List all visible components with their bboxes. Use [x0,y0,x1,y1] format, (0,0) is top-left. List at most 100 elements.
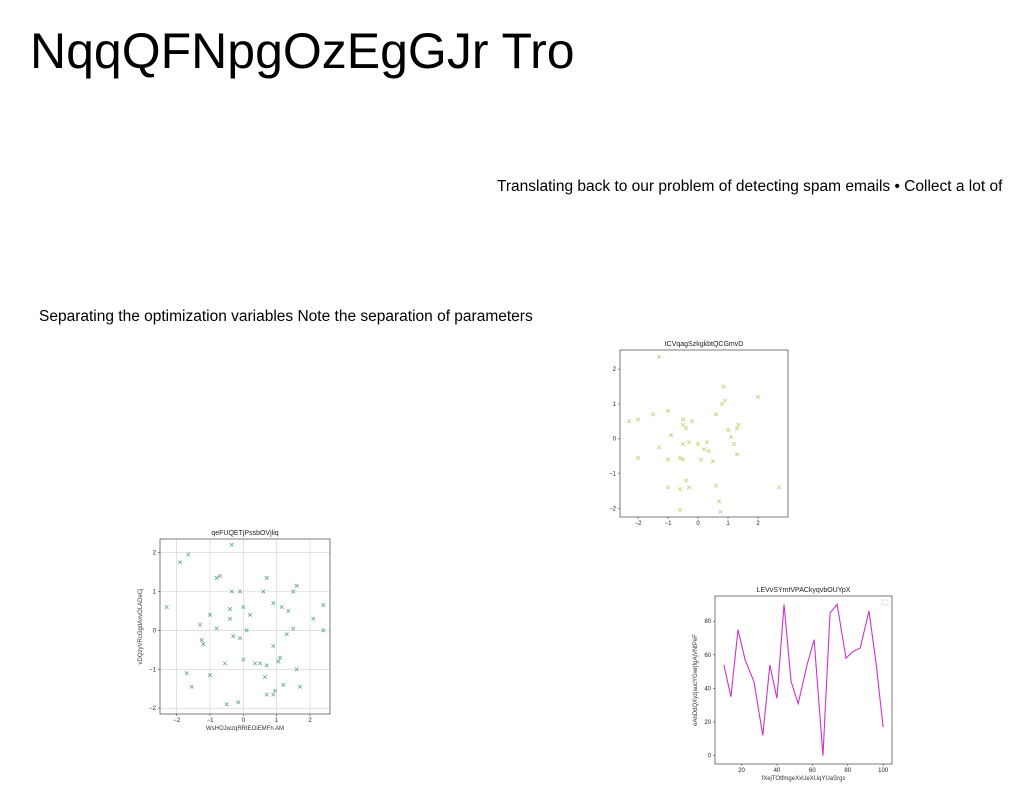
scatter-point [689,419,695,424]
plot-frame [714,595,893,765]
scatter-point [321,603,326,608]
scatter-point [665,485,671,490]
y-tick-label: −1 [609,472,617,478]
paragraph-optimization: Separating the optimization variables No… [39,308,533,325]
scatter-point [262,674,268,680]
scatter-point [668,433,674,438]
scatter-point [264,663,269,668]
x-tick-label: 2 [756,521,760,527]
x-tick-label: 100 [878,768,889,774]
x-tick-label: 0 [242,718,246,724]
scatter-point [271,601,276,606]
y-tick-label: 1 [153,590,157,596]
scatter-point [683,426,689,431]
scatter-point [698,457,704,462]
x-axis-label: WsHOJwzqRRtEOiEMFh AM [206,726,284,732]
scatter-point [755,394,761,400]
chart-title: qeFUQETjPssbOVjliq [211,530,278,537]
scatter-point [177,560,183,565]
scatter-point [680,457,686,462]
scatter-point [189,684,194,689]
y-tick-label: 0 [613,437,617,443]
x-tick-label: 80 [844,768,851,774]
scatter-point [197,622,203,627]
scatter-point [229,589,234,594]
scatter-chart-left: −2 −1 0 1 2 −2 −1 0 1 2 qeFUQETjPssbOVjliq WsHOJwzq… [138,530,331,732]
y-tick-label: 40 [704,686,711,692]
scatter-point [214,575,219,580]
scatter-point [236,700,241,705]
y-tick-label: 60 [704,653,711,659]
scatter-point [264,575,269,580]
scatter-point [635,417,641,422]
scatter-point [252,661,258,666]
scatter-point [272,688,278,693]
y-tick-label: −2 [609,506,617,512]
y-tick-label: 20 [704,720,711,726]
legend-box [881,599,889,606]
scatter-point [680,441,686,447]
scatter-chart-top: −2 −1 0 1 2 −2 −1 0 1 2 tCVqagSzkgkbtQCGmvD [609,341,789,527]
scatter-point [656,354,662,360]
scatter-point [227,606,233,612]
x-tick-label: 40 [774,768,781,774]
slide-title: NqqQFNpgOzEgGJr Tro [30,23,575,79]
x-tick-label: −2 [173,718,181,724]
chart-title: tCVqagSzkgkbtQCGmvD [665,341,744,348]
line-chart: 20 40 60 80 100 0 20 40 60 80 LEVvSYmtVPACkyqvbOUY… [693,587,893,782]
scatter-point [199,638,204,643]
scatter-point [227,616,233,621]
scatter-point [222,661,228,666]
scatter-point [271,643,276,649]
scatter-point [281,682,286,687]
scatter-point [665,457,671,462]
scatter-point [680,417,686,422]
scatter-point [286,608,291,614]
plot-frame [159,538,331,715]
scatter-point [241,657,246,662]
y-tick-label: 0 [708,754,712,760]
y-tick-label: 2 [613,367,617,373]
scatter-point [701,447,707,452]
scatter-point [731,441,737,447]
scatter-point [276,659,281,664]
scatter-point [650,412,656,417]
scatter-point [719,401,725,407]
scatter-point [665,408,671,413]
scatter-point [680,422,686,427]
scatter-point [321,628,326,633]
scatter-point [734,452,740,457]
scatter-point [277,655,283,660]
scatter-point [291,626,296,631]
scatter-point [229,542,234,547]
scatter-point [635,455,641,460]
scatter-point [686,440,692,445]
paragraph-spam-detection: Translating back to our problem of detec… [497,178,1003,195]
scatter-point [164,604,169,610]
scatter-point [713,483,719,488]
scatter-point [264,692,269,697]
scatter-point [244,628,249,633]
scatter-point [718,509,723,514]
scatter-point [710,459,716,464]
x-tick-label: −1 [207,718,215,724]
scatter-point [284,632,289,637]
scatter-point [677,455,683,460]
scatter-point [207,673,213,678]
scatter-point [656,445,662,450]
scatter-point [207,612,213,617]
y-tick-label: 2 [153,551,157,557]
scatter-point [713,412,719,417]
scatter-point [184,671,189,676]
scatter-point [686,485,692,490]
scatter-point [683,478,689,483]
scatter-point [728,434,734,440]
x-tick-label: 0 [696,521,700,527]
scatter-point [217,573,223,579]
y-tick-label: 1 [613,402,617,408]
scatter-point [677,487,683,492]
chart-title: LEVvSYmtVPACkyqvbOUYpX [757,587,851,594]
scatter-point [297,684,303,689]
scatter-point [722,398,728,403]
scatter-point [721,384,726,389]
